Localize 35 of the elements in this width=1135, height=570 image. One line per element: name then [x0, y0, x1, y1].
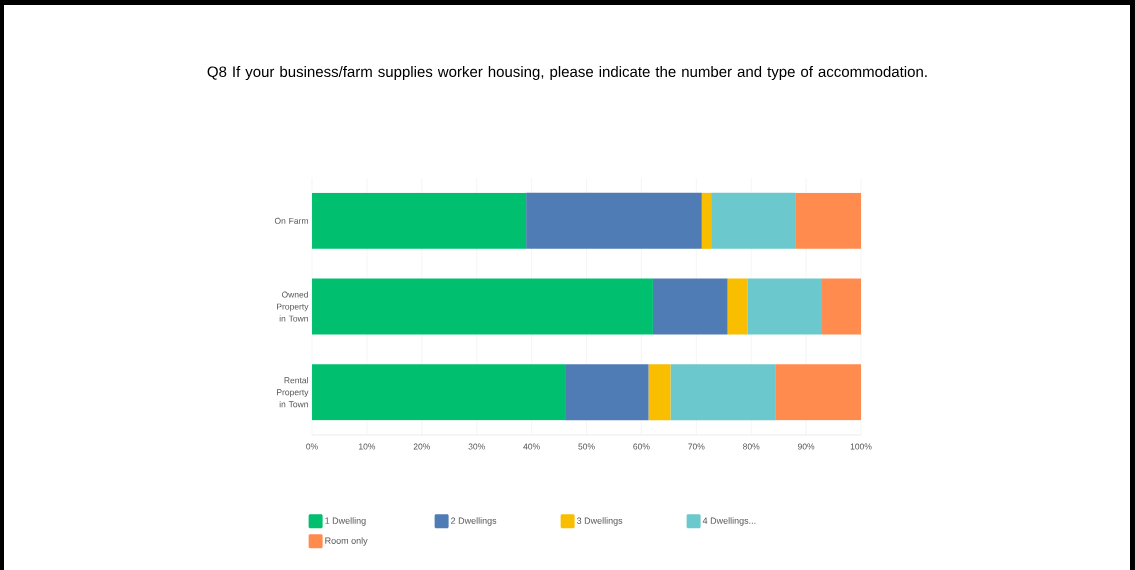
x-tick-label: 10% — [359, 443, 376, 450]
chart-title: Q8 If your business/farm supplies worker housing, please indicate the number and type of accommodation. — [207, 66, 927, 80]
x-tick-label: 20% — [413, 443, 431, 450]
y-tick-label: On Farm — [274, 217, 308, 224]
x-tick-label: 30% — [468, 443, 485, 450]
legend-label: 3 Dwellings — [576, 517, 623, 526]
bar — [648, 364, 671, 421]
bar — [652, 278, 728, 335]
x-tick-label: 0% — [306, 443, 318, 450]
bar — [565, 364, 649, 421]
bar — [526, 192, 702, 249]
x-tick-label: 100% — [850, 443, 872, 450]
bar — [670, 364, 776, 421]
legend-label: 4 Dwellings... — [702, 517, 756, 526]
bar — [775, 364, 861, 421]
bar — [312, 192, 527, 249]
bar — [822, 278, 861, 335]
x-tick-label: 80% — [743, 443, 760, 450]
y-tick-label: Rental Property in Town — [277, 377, 309, 408]
bar — [795, 192, 861, 249]
x-tick-label: 50% — [578, 443, 595, 450]
bar — [312, 364, 566, 421]
legend-label: Room only — [325, 537, 368, 546]
bar — [701, 192, 712, 249]
x-tick-label: 40% — [523, 443, 540, 450]
x-tick-label: 70% — [688, 443, 705, 450]
bar — [727, 278, 748, 335]
bar — [747, 278, 823, 335]
legend-label: 1 Dwelling — [325, 517, 366, 526]
y-tick-label: Owned Property in Town — [277, 291, 309, 322]
legend-label: 2 Dwellings — [451, 517, 497, 526]
x-tick-label: 60% — [633, 443, 650, 450]
x-tick-label: 90% — [797, 443, 815, 450]
bar — [711, 192, 796, 249]
bar — [312, 278, 653, 335]
